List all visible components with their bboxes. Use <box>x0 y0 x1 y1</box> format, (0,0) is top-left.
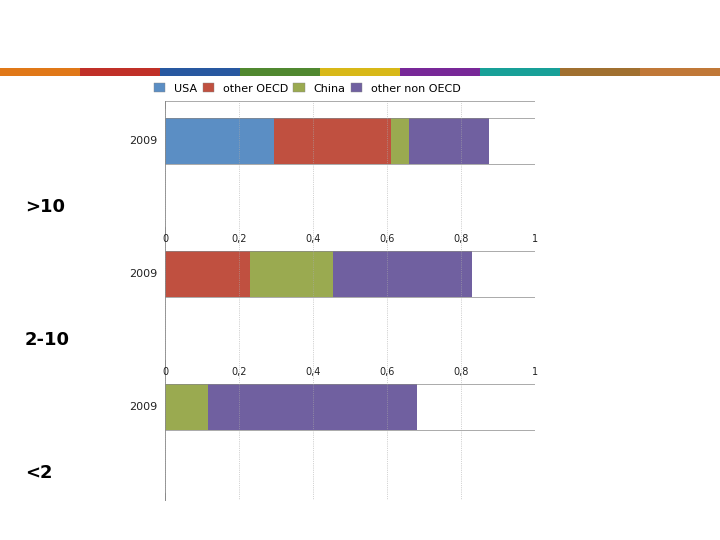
Text: 0,2: 0,2 <box>231 367 247 377</box>
Bar <box>560 68 640 76</box>
Text: 2009: 2009 <box>130 136 158 146</box>
Bar <box>0 68 80 76</box>
Text: <2: <2 <box>24 464 53 482</box>
Text: 0: 0 <box>162 234 168 244</box>
Legend: USA, other OECD, China, other non OECD: USA, other OECD, China, other non OECD <box>150 79 465 98</box>
Bar <box>165 118 274 164</box>
Text: 0: 0 <box>162 367 168 377</box>
Text: 0,4: 0,4 <box>305 367 320 377</box>
Bar <box>274 118 391 164</box>
Text: 1: 1 <box>532 234 538 244</box>
Text: 0,6: 0,6 <box>379 234 395 244</box>
Text: 0,8: 0,8 <box>454 234 469 244</box>
Text: 2009: 2009 <box>130 269 158 279</box>
Text: 0,4: 0,4 <box>305 234 320 244</box>
Bar <box>250 251 333 297</box>
Text: 2-10: 2-10 <box>24 332 70 349</box>
Bar <box>333 251 472 297</box>
Text: 0,2: 0,2 <box>231 234 247 244</box>
Bar <box>480 68 560 76</box>
Text: >10: >10 <box>24 198 65 217</box>
Bar <box>409 118 489 164</box>
Text: Population distribution across 4 regions: Population distribution across 4 regions <box>158 22 720 46</box>
Bar <box>391 118 409 164</box>
Text: 0,6: 0,6 <box>379 367 395 377</box>
Bar <box>80 68 160 76</box>
Bar <box>207 383 417 430</box>
Bar <box>165 383 207 430</box>
Bar <box>160 68 240 76</box>
Bar <box>320 68 400 76</box>
Text: 0,8: 0,8 <box>454 367 469 377</box>
Bar <box>165 251 250 297</box>
Bar <box>400 68 480 76</box>
Bar <box>240 68 320 76</box>
Text: 2009: 2009 <box>130 402 158 412</box>
Bar <box>640 68 720 76</box>
Text: 1: 1 <box>532 367 538 377</box>
